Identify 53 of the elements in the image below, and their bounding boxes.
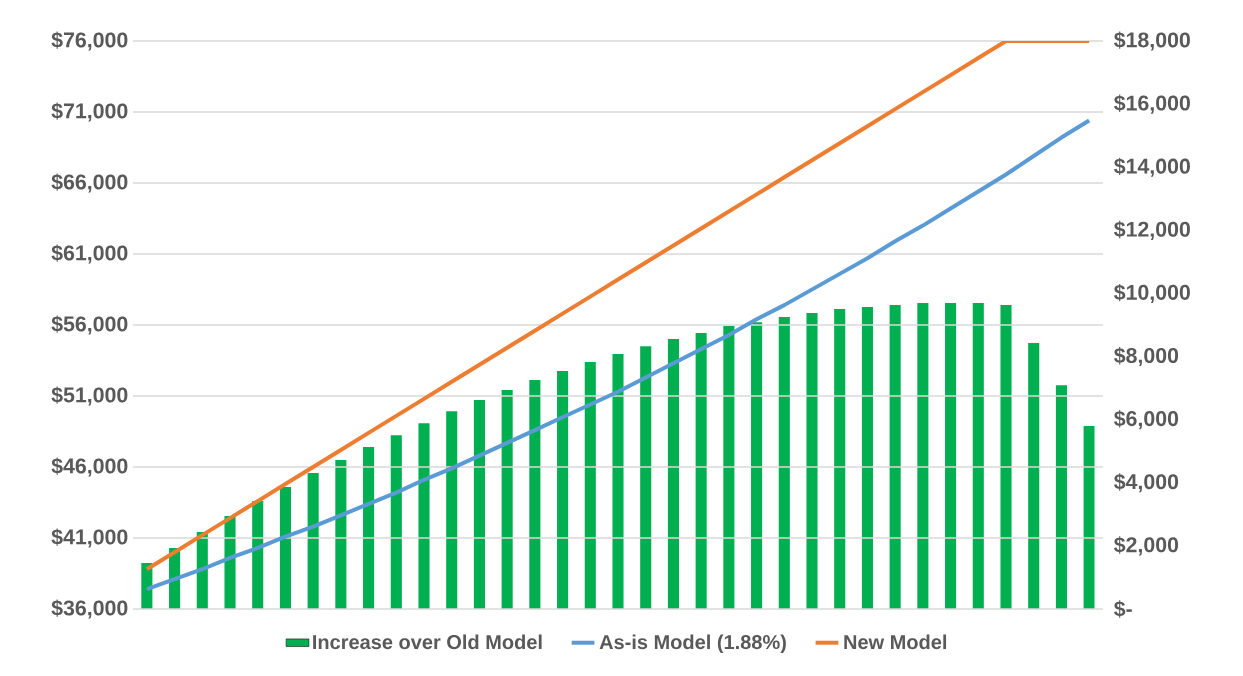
bar	[861, 307, 873, 609]
y-tick-label: $76,000	[51, 31, 128, 51]
bar	[640, 346, 652, 609]
bar	[446, 411, 458, 609]
y2-tick-label: $6,000	[1113, 410, 1179, 430]
bar	[945, 302, 957, 609]
bar	[917, 302, 929, 609]
y-tick-label: $46,000	[51, 457, 128, 477]
legend-label: Increase over Old Model	[313, 634, 542, 650]
bar	[390, 435, 402, 609]
y2-tick-label: $14,000	[1113, 157, 1190, 177]
y-tick-label: $61,000	[51, 244, 128, 264]
bar	[307, 473, 319, 609]
bar	[1028, 342, 1040, 609]
bar	[418, 423, 430, 609]
bar	[834, 308, 846, 609]
y-tick-label: $56,000	[51, 315, 128, 335]
bar	[584, 361, 596, 609]
bar	[723, 325, 735, 609]
bar	[806, 313, 818, 609]
legend-label: New Model	[844, 634, 947, 650]
y2-tick-label: $2,000	[1113, 536, 1179, 556]
bar	[667, 338, 679, 609]
y2-tick-label: $-	[1113, 600, 1132, 618]
bar	[1000, 305, 1012, 609]
bar	[972, 302, 984, 609]
y2-tick-label: $12,000	[1113, 220, 1190, 240]
bar	[363, 447, 375, 609]
y-tick-label: $66,000	[51, 173, 128, 193]
bar	[557, 371, 569, 609]
y2-tick-label: $18,000	[1113, 31, 1190, 51]
bar	[501, 390, 513, 609]
bar	[612, 354, 624, 609]
bar	[335, 460, 347, 609]
bar	[751, 322, 763, 609]
y-tick-label: $51,000	[51, 386, 128, 406]
y2-tick-label: $10,000	[1113, 283, 1190, 304]
bar	[889, 305, 901, 609]
y-tick-label: $41,000	[51, 528, 128, 548]
bar	[1055, 385, 1067, 609]
bar	[529, 379, 541, 609]
y2-tick-label: $8,000	[1113, 346, 1179, 367]
legend-label: As-is Model (1.88%)	[599, 634, 786, 654]
bar	[778, 317, 790, 609]
bar	[252, 501, 264, 609]
bar	[279, 486, 291, 609]
y2-tick-label: $16,000	[1113, 94, 1190, 114]
bar	[224, 515, 236, 609]
bar	[695, 332, 707, 609]
y-tick-label: $36,000	[51, 599, 128, 619]
bar	[473, 400, 485, 609]
y-tick-label: $71,000	[51, 102, 128, 122]
y2-tick-label: $4,000	[1113, 473, 1179, 493]
